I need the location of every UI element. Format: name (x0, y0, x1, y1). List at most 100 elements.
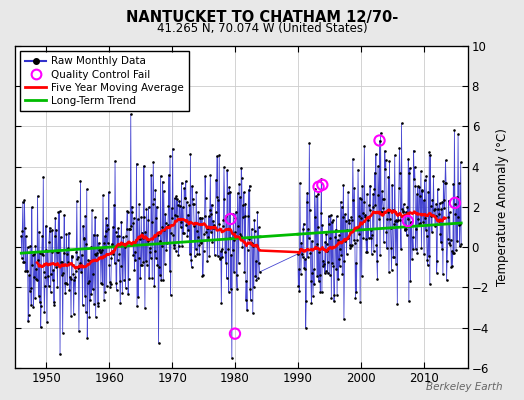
Point (218, 254, 226, 260)
Point (37, 324, 45, 330)
Point (404, 156, 412, 162)
Point (117, 263, 125, 270)
Point (21, 225, 29, 232)
Point (149, 196, 158, 202)
Point (140, 214, 149, 220)
Point (352, 288, 361, 295)
Point (122, 284, 130, 291)
Point (237, 164, 245, 171)
Point (375, 137, 384, 144)
Point (66, 274, 74, 280)
Point (333, 237, 342, 243)
Point (59, 270, 68, 276)
Point (336, 198, 345, 205)
Point (439, 271, 447, 278)
Point (301, 256, 309, 262)
Point (245, 182, 254, 189)
Point (248, 310, 257, 316)
Point (130, 267, 139, 274)
Point (216, 256, 224, 262)
Point (114, 225, 123, 231)
Point (155, 238, 163, 244)
Point (203, 258, 211, 265)
Point (254, 275, 262, 281)
Point (344, 189, 352, 196)
Point (319, 263, 327, 270)
Point (322, 241, 331, 248)
Point (310, 281, 318, 287)
Point (95, 247, 104, 254)
Point (372, 151, 380, 158)
Point (403, 216, 412, 222)
Point (242, 277, 250, 284)
Point (434, 206, 442, 212)
Point (252, 258, 260, 264)
Point (374, 163, 382, 170)
Point (300, 264, 308, 271)
Point (370, 186, 378, 192)
Point (385, 268, 393, 275)
Point (32, 266, 41, 272)
Point (202, 229, 210, 236)
Point (364, 235, 373, 241)
Point (176, 202, 184, 209)
Point (54, 249, 62, 256)
Point (411, 183, 419, 189)
Point (251, 272, 259, 279)
Point (55, 263, 63, 269)
Point (226, 216, 235, 222)
Point (47, 271, 56, 277)
Point (60, 250, 68, 256)
Point (451, 200, 459, 206)
Point (451, 211, 460, 218)
Point (393, 301, 401, 307)
Point (231, 215, 239, 222)
Point (316, 289, 324, 296)
Point (253, 243, 261, 249)
Point (311, 244, 320, 250)
Point (440, 197, 448, 204)
Point (325, 272, 334, 278)
Point (182, 222, 190, 228)
Point (144, 217, 152, 223)
Point (24, 244, 32, 250)
Point (122, 233, 130, 239)
Point (399, 208, 407, 215)
Point (424, 188, 432, 195)
Point (246, 297, 255, 303)
Point (133, 303, 141, 310)
Point (399, 201, 408, 207)
Point (201, 194, 210, 201)
Point (302, 199, 311, 206)
Point (345, 242, 354, 249)
Point (178, 204, 187, 211)
Point (28, 204, 36, 210)
Point (36, 250, 45, 256)
Point (102, 215, 111, 222)
Point (105, 189, 113, 195)
Point (72, 248, 81, 255)
Point (91, 214, 100, 220)
Point (94, 300, 102, 306)
Point (446, 242, 454, 248)
Point (212, 193, 221, 200)
Point (321, 268, 330, 275)
Point (213, 253, 222, 259)
Point (177, 179, 185, 186)
Point (420, 251, 428, 258)
Point (131, 249, 139, 255)
Point (224, 246, 232, 252)
Point (454, 131, 462, 138)
Point (21, 268, 30, 274)
Point (234, 260, 243, 266)
Point (416, 192, 424, 199)
Point (326, 212, 335, 218)
Point (100, 240, 108, 246)
Point (373, 276, 381, 282)
Point (379, 205, 387, 211)
Point (108, 240, 116, 247)
Point (92, 314, 100, 320)
Point (171, 248, 180, 254)
Point (142, 258, 150, 264)
Point (294, 282, 302, 289)
